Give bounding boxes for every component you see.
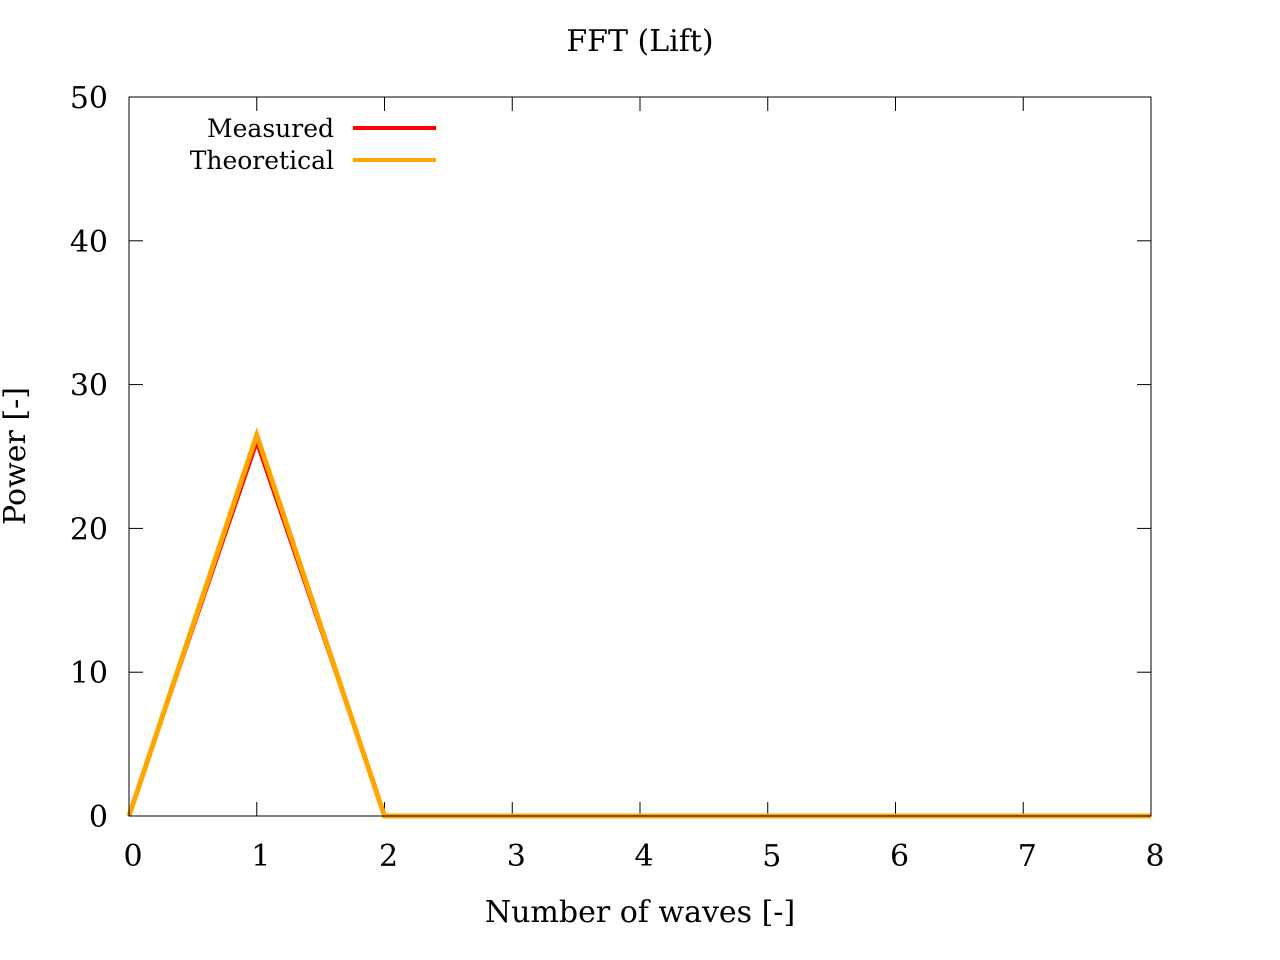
tick-labels: 0 1 2 3 4 5 6 7 8 0 10 20 30 40 50: [70, 81, 1165, 874]
y-tick-label: 10: [70, 656, 108, 691]
x-axis-label: Number of waves [-]: [485, 895, 795, 930]
series-line-theoretical: [126, 427, 1151, 819]
x-tick-label: 1: [251, 839, 270, 874]
y-tick-label: 50: [70, 81, 108, 116]
x-tick-label: 8: [1145, 839, 1164, 874]
y-tick-label: 40: [70, 225, 108, 260]
legend-label: Theoretical: [190, 146, 334, 175]
x-tick-label: 7: [1018, 839, 1037, 874]
x-tick-label: 4: [634, 839, 653, 874]
y-axis-label: Power [-]: [0, 387, 33, 525]
axis-ticks: [128, 96, 1152, 817]
x-tick-label: 2: [379, 839, 398, 874]
chart-title: FFT (Lift): [566, 24, 713, 59]
y-tick-label: 0: [89, 800, 108, 835]
x-tick-label: 5: [762, 839, 781, 874]
x-tick-label: 0: [123, 839, 142, 874]
series-line-measured: [127, 438, 1151, 818]
y-tick-label: 30: [70, 369, 108, 404]
legend-label: Measured: [207, 114, 334, 143]
x-tick-label: 3: [507, 839, 526, 874]
series-layer: [126, 427, 1151, 819]
plot-frame: [128, 96, 1152, 817]
y-tick-label: 20: [70, 512, 108, 547]
x-tick-label: 6: [890, 839, 909, 874]
legend: Measured Theoretical: [190, 114, 436, 175]
